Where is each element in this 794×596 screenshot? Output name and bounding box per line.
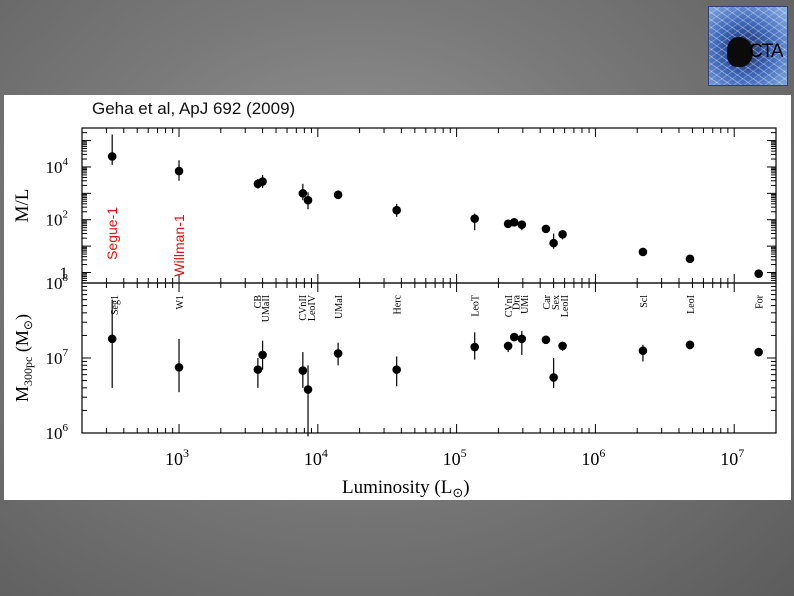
mass-data-point <box>107 334 117 344</box>
galaxy-label: For <box>755 294 766 309</box>
x-axis-label: Luminosity (L⊙) <box>342 477 470 500</box>
galaxy-label: CVnII <box>298 295 309 321</box>
mass-data-point <box>638 346 648 356</box>
mass-data-point <box>333 349 343 358</box>
galaxy-label: UMaII <box>261 295 272 322</box>
mass-data-point <box>303 385 313 394</box>
galaxy-label: UMi <box>520 295 531 314</box>
galaxy-label: Herc <box>393 294 404 314</box>
ml-data-point <box>638 247 648 257</box>
ml-data-point <box>174 166 184 176</box>
mass-data-point <box>541 335 551 345</box>
mass-y-axis-label: M300pc (M⊙) <box>12 314 35 402</box>
mass-y-tick-label: 108 <box>46 272 69 293</box>
ml-data-point <box>258 177 267 186</box>
ml-data-point <box>754 269 763 279</box>
mass-data-point <box>509 332 519 342</box>
ml-data-point <box>558 230 567 239</box>
mass-data-point <box>558 341 567 351</box>
mass-data-point <box>253 365 263 374</box>
x-tick-label: 107 <box>720 446 744 469</box>
galaxy-label: CB <box>253 295 264 309</box>
ml-data-point <box>303 195 313 205</box>
galaxy-label: W1 <box>175 295 186 309</box>
galaxy-label: LeoIV <box>307 294 318 321</box>
galaxy-label: LeoI <box>686 295 697 314</box>
figure-citation: Geha et al, ApJ 692 (2009) <box>92 99 296 118</box>
ml-data-point <box>549 238 558 248</box>
mass-data-point <box>174 363 184 372</box>
ml-data-point <box>685 254 695 264</box>
mass-panel-frame <box>81 282 777 434</box>
ml-y-tick-label: 1 <box>60 264 69 283</box>
ml-data-point <box>541 224 551 234</box>
galaxy-label: Scl <box>639 295 650 308</box>
ml-data-point <box>517 220 527 229</box>
ml-y-axis-label: M/L <box>12 189 33 223</box>
ml-data-point <box>470 214 480 223</box>
x-tick-label: 103 <box>165 446 189 469</box>
annotation-label: Willman-1 <box>171 214 187 276</box>
galaxy-label: Sex <box>551 295 562 310</box>
ml-data-point <box>509 217 519 227</box>
annotation-label: Segue-1 <box>104 207 120 260</box>
ml-data-point <box>392 205 401 215</box>
logo-silhouette <box>727 37 753 67</box>
x-tick-label: 106 <box>581 446 605 469</box>
cta-logo: CTA <box>708 6 788 86</box>
ml-data-point <box>107 152 117 161</box>
logo-text: CTA <box>749 41 784 62</box>
mass-data-point <box>685 340 695 350</box>
ml-data-point <box>298 189 308 198</box>
ml-data-point <box>333 190 343 200</box>
luminosity-chart: 103 104 105 106 107 Luminosity (L⊙) 1 102 104 M/L… <box>12 127 777 500</box>
mass-data-point <box>754 347 763 357</box>
galaxy-label: LeoII <box>560 295 571 317</box>
galaxy-label: UMaI <box>334 295 345 319</box>
ml-y-tick-label: 104 <box>46 156 69 177</box>
figure-panel: 103 104 105 106 107 Luminosity (L⊙) 1 102 104 M/L… <box>4 95 791 500</box>
galaxy-label: Dra <box>511 294 522 310</box>
galaxy-label: CVnI <box>504 295 515 317</box>
mass-data-point <box>258 350 267 360</box>
mass-y-tick-label: 106 <box>46 422 69 443</box>
mass-y-tick-label: 107 <box>46 347 69 368</box>
mass-data-point <box>503 341 513 351</box>
x-tick-label: 105 <box>443 446 467 469</box>
galaxy-label: Seg1 <box>110 295 121 315</box>
x-tick-label: 104 <box>304 446 328 469</box>
ml-y-tick-label: 102 <box>46 209 69 230</box>
mass-data-point <box>517 334 527 344</box>
mass-data-point <box>392 365 401 374</box>
mass-data-point <box>298 366 308 375</box>
galaxy-label: LeoT <box>471 295 482 317</box>
mass-data-point <box>549 373 558 382</box>
galaxy-label: Car <box>542 294 553 309</box>
mass-data-point <box>470 342 480 352</box>
